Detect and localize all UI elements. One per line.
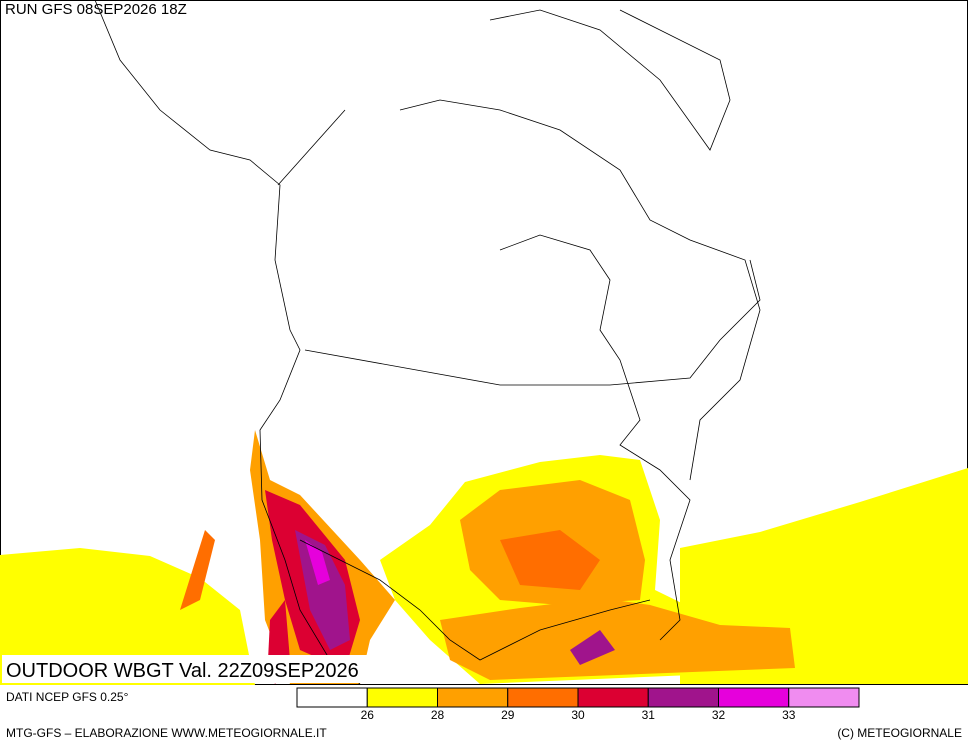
legend-swatch bbox=[718, 687, 790, 708]
legend-swatch bbox=[647, 687, 719, 708]
footer-left: MTG-GFS – ELABORAZIONE WWW.METEOGIORNALE… bbox=[6, 726, 327, 740]
legend-tick-label: 31 bbox=[642, 708, 656, 722]
legend-swatch bbox=[507, 687, 579, 708]
footer-right: (C) METEOGIORNALE bbox=[837, 726, 962, 740]
run-label: RUN GFS 08SEP2026 18Z bbox=[5, 1, 187, 18]
coastline bbox=[499, 234, 691, 641]
legend-swatch bbox=[577, 687, 649, 708]
heat-area bbox=[305, 540, 330, 585]
legend-tick-label: 29 bbox=[501, 708, 515, 722]
heat-area bbox=[295, 530, 350, 650]
coastline bbox=[399, 99, 761, 481]
coastline bbox=[489, 9, 731, 151]
heat-area bbox=[570, 630, 615, 665]
coastline bbox=[299, 539, 651, 661]
legend-swatch bbox=[437, 687, 509, 708]
heat-area bbox=[440, 598, 795, 680]
coastlines bbox=[94, 0, 761, 685]
legend: 26 28 29 30 31 32 33 bbox=[296, 687, 860, 722]
heat-area bbox=[180, 530, 215, 610]
legend-swatch bbox=[788, 687, 860, 708]
border bbox=[277, 109, 346, 186]
legend-tick-label: 32 bbox=[712, 708, 726, 722]
heat-area bbox=[500, 530, 600, 590]
map-label-bg bbox=[2, 655, 390, 683]
legend-tick-label: 26 bbox=[361, 708, 375, 722]
heat-fields bbox=[0, 430, 968, 685]
legend-tick-label: 28 bbox=[431, 708, 445, 722]
legend-tick-label: 33 bbox=[782, 708, 796, 722]
data-source: DATI NCEP GFS 0.25° bbox=[6, 690, 129, 704]
legend-swatch bbox=[366, 687, 438, 708]
border bbox=[304, 259, 761, 386]
legend-swatch bbox=[296, 687, 368, 708]
map-label: OUTDOOR WBGT Val. 22Z09SEP2026 bbox=[6, 660, 359, 682]
legend-tick-label: 30 bbox=[571, 708, 585, 722]
coastline bbox=[94, 0, 361, 685]
